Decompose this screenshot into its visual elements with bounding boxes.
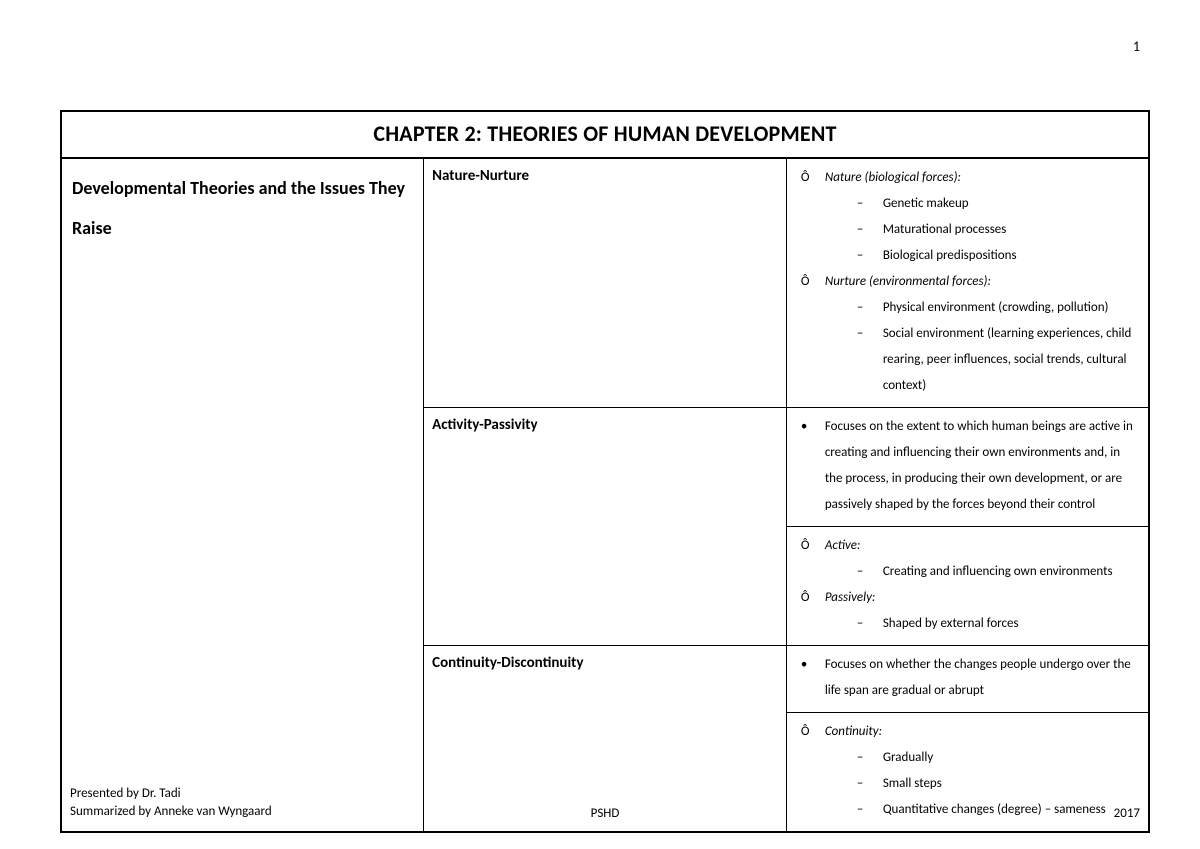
list-item-text: Physical environment (crowding, pollutio… [883, 295, 1109, 321]
list-item-text: Genetic makeup [883, 191, 969, 217]
list-item-level2: –Physical environment (crowding, polluti… [797, 295, 1138, 321]
bullet-mark: • [801, 414, 813, 440]
list-item-level1: • Focuses on whether the changes people u… [797, 652, 1138, 704]
list-item-level2: –Gradually [797, 745, 1138, 771]
list-item-text: Active: [825, 533, 1138, 559]
content-block: • Focuses on the extent to which human be… [787, 408, 1148, 526]
topic-cell: Activity-Passivity [424, 408, 787, 646]
list-item-text: Creating and influencing own environment… [883, 559, 1113, 585]
list-item-level1: • Focuses on the extent to which human be… [797, 414, 1138, 518]
list-item-level2: –Creating and influencing own environmen… [797, 559, 1138, 585]
list-item-text: Shaped by external forces [883, 611, 1019, 637]
bullet-mark: • [801, 652, 813, 678]
list-item-level1: Ô Continuity: [797, 719, 1138, 745]
bullet-mark: – [857, 611, 867, 637]
list-item-text: Passively: [825, 585, 1138, 611]
bullet-mark: – [857, 217, 867, 243]
footer-presented: Presented by Dr. Tadi [70, 785, 272, 803]
list-item-level1: Ô Nurture (environmental forces): [797, 269, 1138, 295]
bullet-mark: – [857, 191, 867, 217]
list-item-level1: Ô Passively: [797, 585, 1138, 611]
footer-summarized: Summarized by Anneke van Wyngaard [70, 803, 272, 821]
table-row: Developmental Theories and the Issues Th… [61, 158, 1149, 408]
list-item-text: Gradually [883, 745, 933, 771]
content-cell: • Focuses on the extent to which human be… [786, 408, 1149, 646]
bullet-mark: – [857, 745, 867, 771]
bullet-mark: – [857, 243, 867, 269]
bullet-mark: – [857, 559, 867, 585]
bullet-mark: Ô [801, 533, 813, 559]
content-block: ÔActive:–Creating and influencing own en… [787, 526, 1148, 645]
bullet-mark: Ô [801, 269, 813, 295]
list-item-text: Focuses on whether the changes people un… [825, 652, 1138, 704]
footer-left: Presented by Dr. Tadi Summarized by Anne… [70, 785, 272, 821]
list-item-level1: Ô Active: [797, 533, 1138, 559]
list-item-level2: –Shaped by external forces [797, 611, 1138, 637]
footer-year: 2017 [1114, 806, 1140, 821]
bullet-mark: Ô [801, 719, 813, 745]
bullet-mark: Ô [801, 585, 813, 611]
list-item-text: Biological predispositions [883, 243, 1017, 269]
content-cell: ÔNature (biological forces):–Genetic mak… [786, 158, 1149, 408]
list-item-text: Focuses on the extent to which human bei… [825, 414, 1138, 518]
footer-center: PSHD [591, 806, 620, 821]
section-heading-cell: Developmental Theories and the Issues Th… [61, 158, 424, 832]
list-item-level2: –Social environment (learning experience… [797, 321, 1138, 399]
list-item-level2: –Genetic makeup [797, 191, 1138, 217]
list-item-text: Maturational processes [883, 217, 1007, 243]
list-item-text: Continuity: [825, 719, 1138, 745]
list-item-level2: –Biological predispositions [797, 243, 1138, 269]
list-item-text: Nature (biological forces): [825, 165, 1138, 191]
document-page: 1 CHAPTER 2: THEORIES OF HUMAN DEVELOPME… [0, 0, 1200, 849]
page-footer: Presented by Dr. Tadi Summarized by Anne… [70, 785, 1140, 821]
topic-cell: Nature-Nurture [424, 158, 787, 408]
list-item-level1: Ô Nature (biological forces): [797, 165, 1138, 191]
main-table: CHAPTER 2: THEORIES OF HUMAN DEVELOPMENT… [60, 110, 1150, 833]
list-item-text: Social environment (learning experiences… [883, 321, 1138, 399]
bullet-mark: – [857, 295, 867, 321]
bullet-mark: Ô [801, 165, 813, 191]
content-block: • Focuses on whether the changes people u… [787, 646, 1148, 712]
content-block: ÔNature (biological forces):–Genetic mak… [787, 159, 1148, 407]
bullet-mark: – [857, 321, 867, 347]
list-item-level2: –Maturational processes [797, 217, 1138, 243]
list-item-text: Nurture (environmental forces): [825, 269, 1138, 295]
chapter-title: CHAPTER 2: THEORIES OF HUMAN DEVELOPMENT [61, 111, 1149, 158]
page-number: 1 [1133, 38, 1140, 55]
